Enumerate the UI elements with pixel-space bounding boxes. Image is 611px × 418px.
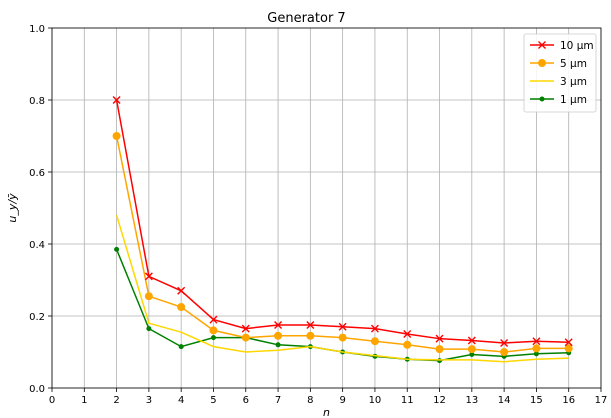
y-tick-label: 0.4 [29, 240, 45, 251]
x-tick-label: 2 [113, 395, 119, 406]
data-point [338, 322, 347, 331]
grid [51, 27, 602, 389]
legend-label: 10 µm [560, 40, 594, 52]
y-tick-label: 0.2 [29, 312, 45, 323]
y-tick-label: 1.0 [29, 24, 45, 35]
data-point [178, 344, 184, 350]
legend-marker [538, 41, 546, 49]
data-point [338, 333, 347, 342]
x-tick-label: 7 [275, 395, 281, 406]
y-axis-label: u_y/ȳ [6, 193, 19, 223]
x-tick-label: 5 [210, 395, 216, 406]
series-3-m [115, 214, 569, 363]
data-point [177, 303, 186, 311]
legend-marker [538, 59, 546, 67]
x-tick-label: 11 [401, 395, 414, 406]
data-point [241, 333, 250, 342]
series-line [115, 214, 569, 363]
data-point [500, 348, 509, 356]
data-point [306, 321, 315, 329]
x-tick-label: 4 [178, 395, 184, 406]
legend-item: 1 µm [530, 94, 587, 106]
y-tick-label: 0.6 [29, 168, 45, 179]
chart-title: Generator 7 [267, 11, 345, 26]
data-point [467, 345, 476, 354]
legend: 10 µm 5 µm 3 µm 1 µm [523, 33, 597, 113]
data-point [403, 340, 412, 349]
data-point [532, 337, 541, 346]
data-point [114, 246, 120, 252]
x-tick-label: 9 [339, 395, 345, 406]
data-point [112, 132, 121, 140]
x-tick-label: 3 [146, 395, 152, 406]
x-tick-label: 1 [81, 395, 87, 406]
data-point [209, 315, 218, 324]
data-point [146, 326, 152, 332]
data-point [532, 344, 541, 353]
data-point [435, 334, 444, 343]
legend-item: 10 µm [530, 40, 594, 52]
data-point [241, 324, 250, 333]
data-point [177, 286, 186, 295]
x-tick-label: 8 [307, 395, 313, 406]
data-point [403, 330, 412, 338]
data-point [564, 344, 573, 353]
legend-label: 5 µm [560, 58, 587, 70]
data-point [144, 272, 153, 281]
x-tick-label: 13 [465, 395, 478, 406]
data-point [435, 345, 444, 354]
legend-label: 1 µm [560, 94, 587, 106]
data-point [274, 321, 283, 329]
data-point [370, 337, 379, 346]
data-point [209, 326, 218, 335]
data-point [275, 342, 281, 348]
plot-frame [51, 27, 602, 389]
x-tick-label: 16 [562, 395, 575, 406]
data-point [500, 339, 509, 347]
legend-marker [539, 96, 545, 102]
x-tick-label: 10 [369, 395, 382, 406]
series-10-m [112, 96, 573, 347]
x-tick-label: 15 [530, 395, 543, 406]
series-layer [112, 96, 573, 364]
legend-label: 3 µm [560, 76, 587, 88]
data-point [564, 338, 573, 347]
series-5-m [112, 132, 573, 356]
data-point [274, 331, 283, 340]
x-tick-label: 12 [433, 395, 446, 406]
legend-item: 3 µm [530, 76, 587, 88]
legend-item: 5 µm [530, 58, 587, 70]
axis-ticks: 0 1 2 3 4 5 6 7 8 9 10 11 12 13 14 15 16 170.00.20.40.60.… [29, 24, 607, 406]
legend-box [523, 33, 597, 113]
data-point [306, 331, 315, 340]
data-point [370, 324, 379, 333]
x-tick-label: 14 [498, 395, 511, 406]
x-tick-label: 6 [243, 395, 249, 406]
y-tick-label: 0.0 [29, 384, 45, 395]
x-tick-label: 17 [595, 395, 608, 406]
data-point [144, 292, 153, 301]
y-tick-label: 0.8 [29, 96, 45, 107]
x-axis-label: n [323, 406, 330, 418]
x-tick-label: 0 [49, 395, 55, 406]
data-point [467, 336, 476, 345]
data-point [112, 96, 121, 104]
data-point [210, 335, 216, 341]
